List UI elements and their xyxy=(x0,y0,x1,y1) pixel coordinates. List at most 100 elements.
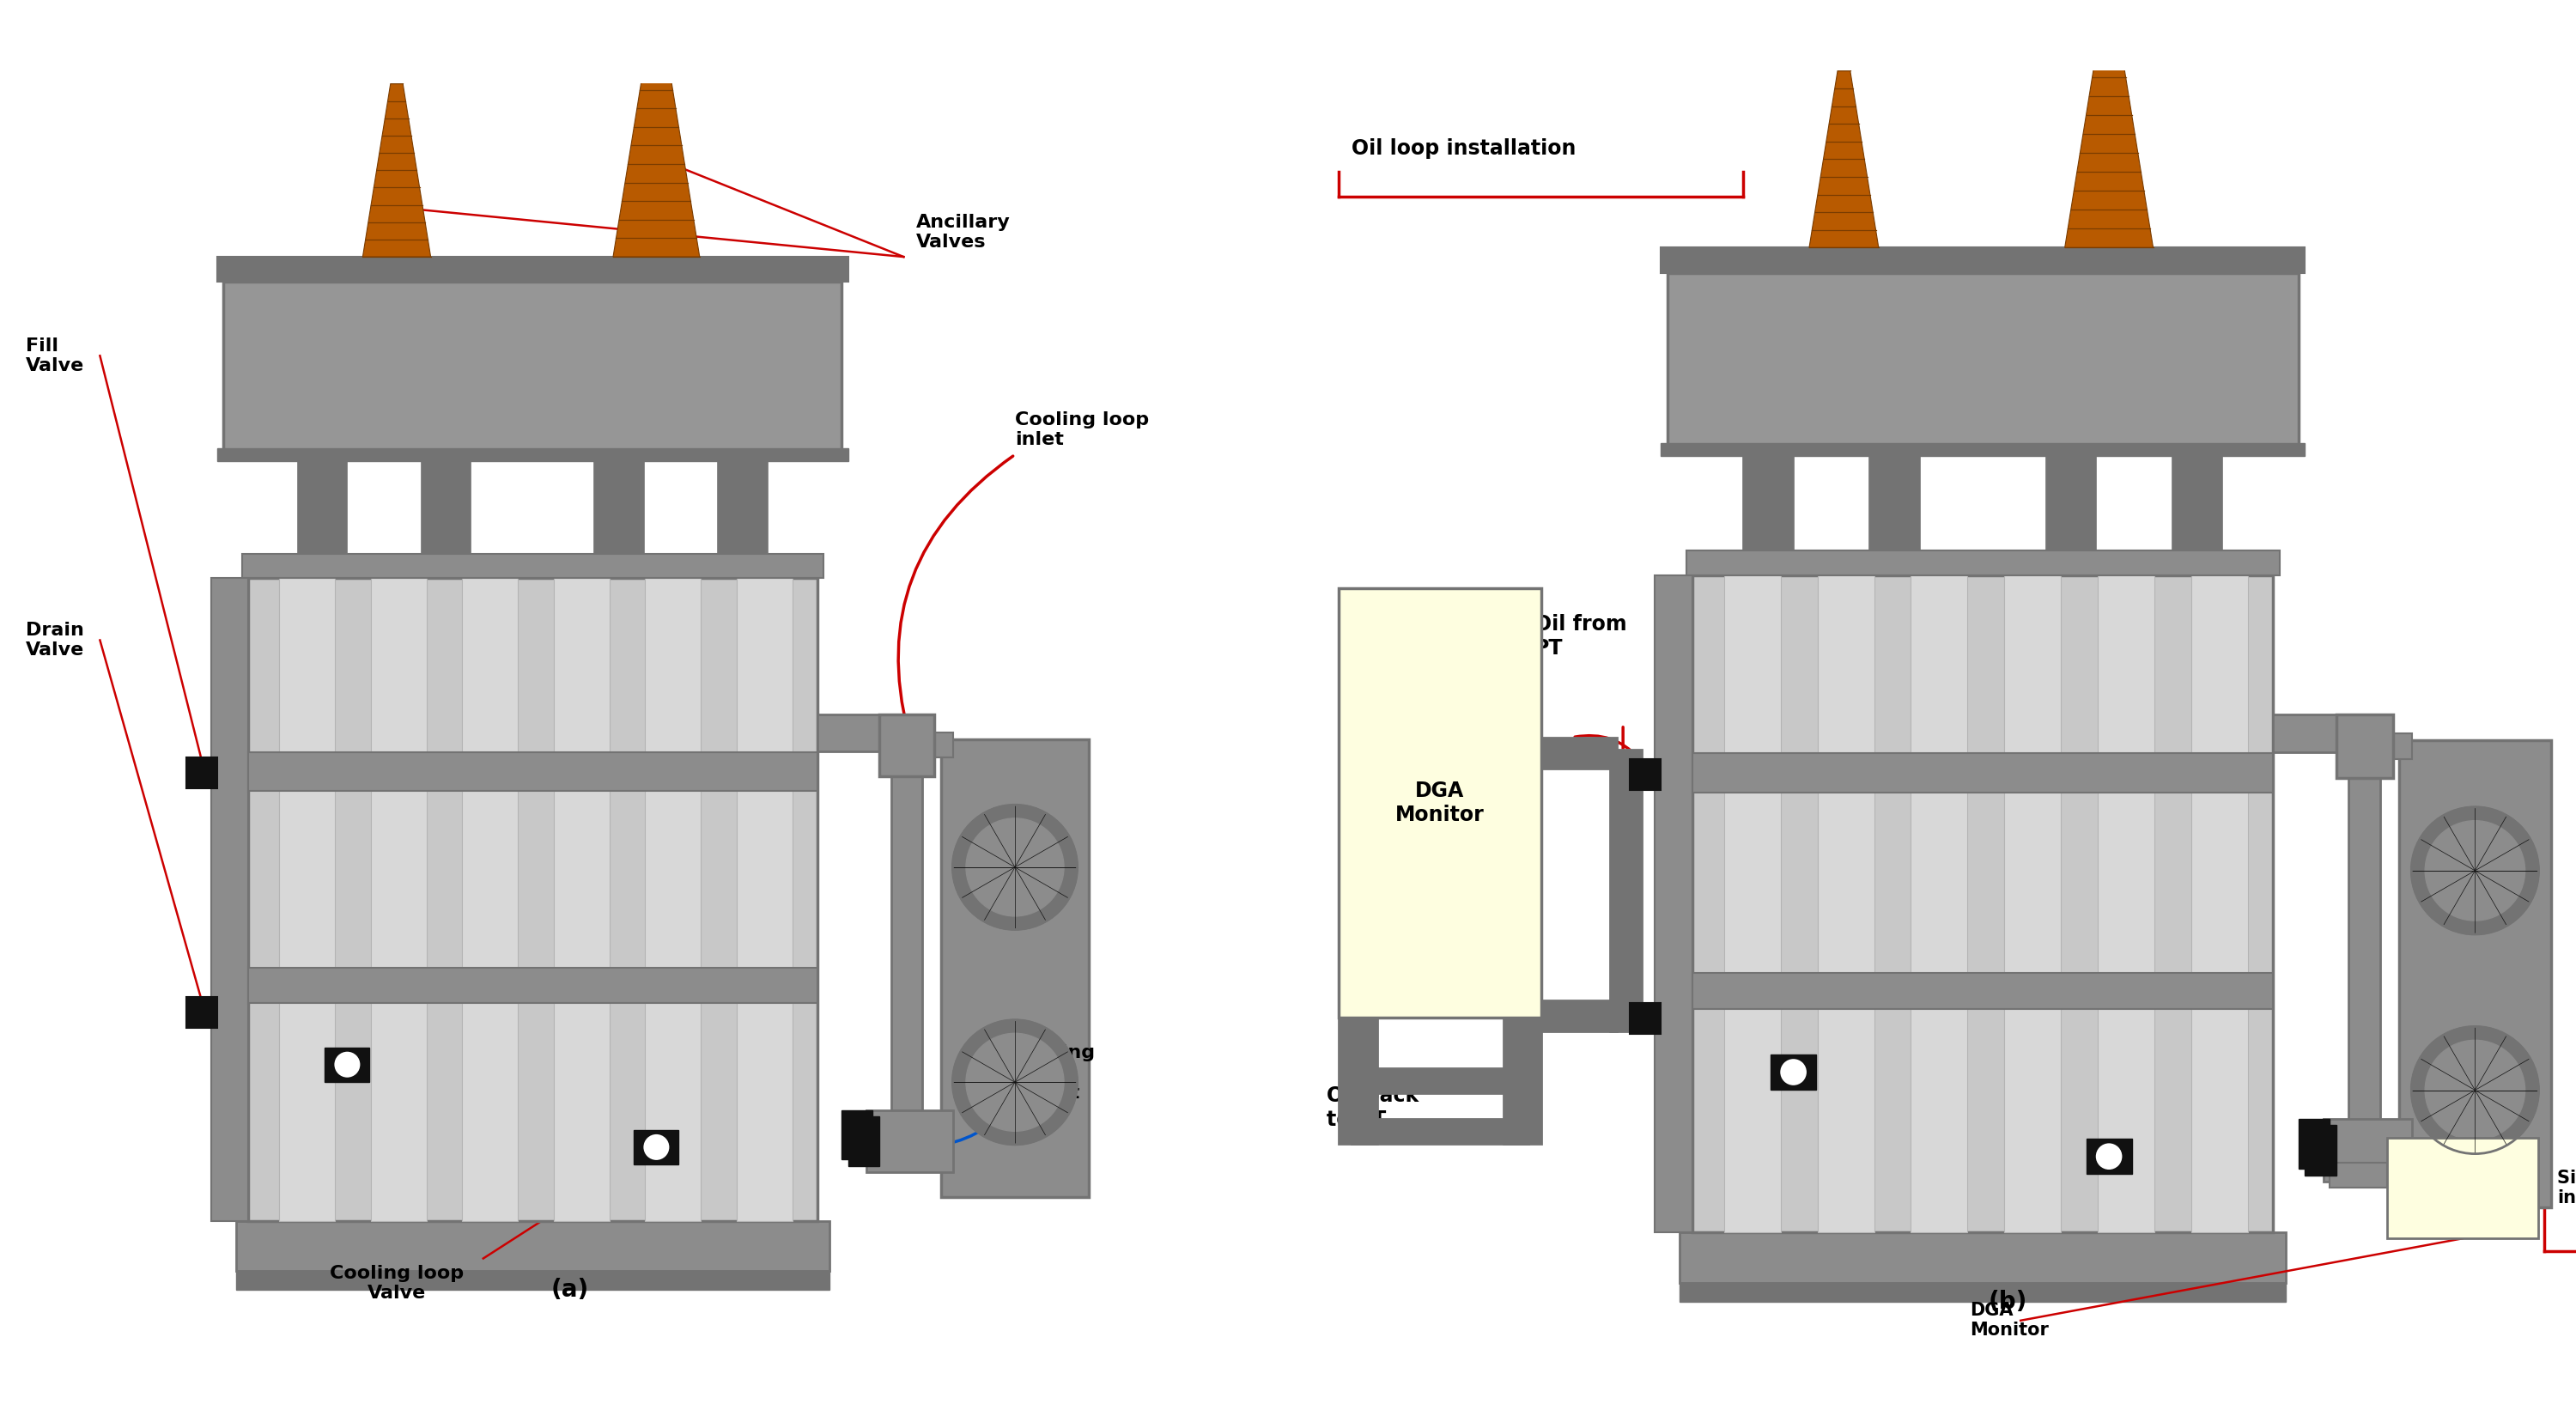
Text: (b): (b) xyxy=(1989,1290,2027,1314)
FancyBboxPatch shape xyxy=(1352,1119,1528,1144)
Polygon shape xyxy=(2066,20,2154,247)
FancyBboxPatch shape xyxy=(554,578,611,1221)
FancyBboxPatch shape xyxy=(1662,444,2306,456)
FancyBboxPatch shape xyxy=(2385,733,2411,758)
FancyBboxPatch shape xyxy=(216,257,848,282)
FancyBboxPatch shape xyxy=(1510,1000,1618,1032)
FancyBboxPatch shape xyxy=(2272,715,2349,753)
FancyBboxPatch shape xyxy=(1340,588,1540,1018)
FancyBboxPatch shape xyxy=(737,578,793,1221)
FancyBboxPatch shape xyxy=(1504,1018,1528,1144)
FancyBboxPatch shape xyxy=(211,578,247,1221)
FancyBboxPatch shape xyxy=(247,967,817,1002)
FancyBboxPatch shape xyxy=(242,553,824,578)
FancyBboxPatch shape xyxy=(2336,715,2393,778)
Text: Oil back
to PT: Oil back to PT xyxy=(1327,1085,1419,1130)
Text: Single valve
installation: Single valve installation xyxy=(2558,1170,2576,1206)
FancyBboxPatch shape xyxy=(185,997,216,1028)
FancyBboxPatch shape xyxy=(1819,576,1875,1233)
FancyBboxPatch shape xyxy=(1692,973,2272,1009)
FancyBboxPatch shape xyxy=(927,733,953,758)
FancyBboxPatch shape xyxy=(595,455,644,553)
Text: Drain
Valve: Drain Valve xyxy=(26,622,85,658)
FancyBboxPatch shape xyxy=(389,251,404,282)
FancyBboxPatch shape xyxy=(2087,1139,2133,1174)
FancyBboxPatch shape xyxy=(842,1111,873,1160)
Circle shape xyxy=(966,819,1064,917)
FancyBboxPatch shape xyxy=(2398,740,2550,1207)
Circle shape xyxy=(2424,821,2524,921)
FancyBboxPatch shape xyxy=(1510,588,1540,1144)
FancyBboxPatch shape xyxy=(1510,737,1618,769)
FancyBboxPatch shape xyxy=(1870,449,1919,550)
Circle shape xyxy=(335,1052,361,1078)
FancyBboxPatch shape xyxy=(216,448,848,461)
FancyBboxPatch shape xyxy=(1340,588,1370,1144)
FancyBboxPatch shape xyxy=(1667,272,2298,449)
Circle shape xyxy=(2411,1026,2537,1154)
FancyBboxPatch shape xyxy=(1352,1018,1376,1144)
FancyBboxPatch shape xyxy=(247,578,817,1221)
FancyBboxPatch shape xyxy=(644,578,701,1221)
FancyBboxPatch shape xyxy=(878,715,935,776)
Text: Cooling loop
Valve: Cooling loop Valve xyxy=(330,1265,464,1302)
FancyBboxPatch shape xyxy=(2097,576,2154,1233)
FancyBboxPatch shape xyxy=(2298,1119,2329,1170)
FancyBboxPatch shape xyxy=(1628,1002,1662,1035)
FancyBboxPatch shape xyxy=(2329,1163,2385,1188)
FancyBboxPatch shape xyxy=(237,1221,829,1271)
FancyBboxPatch shape xyxy=(237,1271,829,1289)
FancyBboxPatch shape xyxy=(1687,550,2280,576)
Circle shape xyxy=(644,1133,670,1161)
FancyBboxPatch shape xyxy=(1610,750,1641,1032)
FancyBboxPatch shape xyxy=(634,1130,677,1164)
FancyBboxPatch shape xyxy=(940,739,1090,1196)
FancyBboxPatch shape xyxy=(1770,1054,1816,1090)
Text: DGA
Monitor: DGA Monitor xyxy=(1971,1302,2048,1339)
FancyBboxPatch shape xyxy=(866,1111,953,1172)
Circle shape xyxy=(2094,1143,2123,1171)
FancyBboxPatch shape xyxy=(1911,576,1968,1233)
FancyBboxPatch shape xyxy=(649,251,665,282)
FancyBboxPatch shape xyxy=(371,578,428,1221)
Polygon shape xyxy=(1808,70,1878,247)
FancyBboxPatch shape xyxy=(2045,449,2097,550)
Circle shape xyxy=(966,1033,1064,1132)
FancyBboxPatch shape xyxy=(2102,241,2117,272)
FancyBboxPatch shape xyxy=(1654,576,1692,1233)
Circle shape xyxy=(2411,807,2537,934)
Polygon shape xyxy=(363,84,430,257)
FancyBboxPatch shape xyxy=(2324,1119,2411,1182)
FancyBboxPatch shape xyxy=(299,455,348,553)
FancyBboxPatch shape xyxy=(1680,1283,2285,1302)
Text: Fill
Valve: Fill Valve xyxy=(26,337,85,375)
FancyBboxPatch shape xyxy=(891,776,922,1122)
FancyBboxPatch shape xyxy=(1692,576,2272,1233)
FancyBboxPatch shape xyxy=(247,753,817,790)
FancyBboxPatch shape xyxy=(1680,1233,2285,1283)
FancyBboxPatch shape xyxy=(1744,449,1793,550)
FancyBboxPatch shape xyxy=(1662,247,2306,272)
FancyBboxPatch shape xyxy=(1352,1068,1528,1094)
FancyBboxPatch shape xyxy=(2004,576,2061,1233)
FancyBboxPatch shape xyxy=(185,758,216,789)
FancyBboxPatch shape xyxy=(461,578,518,1221)
FancyBboxPatch shape xyxy=(719,455,768,553)
FancyBboxPatch shape xyxy=(817,715,891,751)
Text: DGA
Monitor: DGA Monitor xyxy=(1396,781,1484,826)
FancyBboxPatch shape xyxy=(2385,1137,2537,1238)
FancyBboxPatch shape xyxy=(2192,576,2249,1233)
FancyBboxPatch shape xyxy=(2349,778,2380,1132)
Text: Ancillary
Valves: Ancillary Valves xyxy=(917,213,1010,251)
FancyBboxPatch shape xyxy=(1723,576,1780,1233)
FancyBboxPatch shape xyxy=(848,1116,878,1165)
Text: Cooling
loop
outlet: Cooling loop outlet xyxy=(1015,1045,1095,1102)
FancyBboxPatch shape xyxy=(1692,753,2272,792)
FancyBboxPatch shape xyxy=(1837,241,1852,272)
Polygon shape xyxy=(613,34,701,257)
FancyBboxPatch shape xyxy=(2385,1144,2411,1170)
Circle shape xyxy=(953,804,1077,929)
FancyBboxPatch shape xyxy=(422,455,471,553)
FancyBboxPatch shape xyxy=(278,578,335,1221)
FancyBboxPatch shape xyxy=(224,282,842,455)
